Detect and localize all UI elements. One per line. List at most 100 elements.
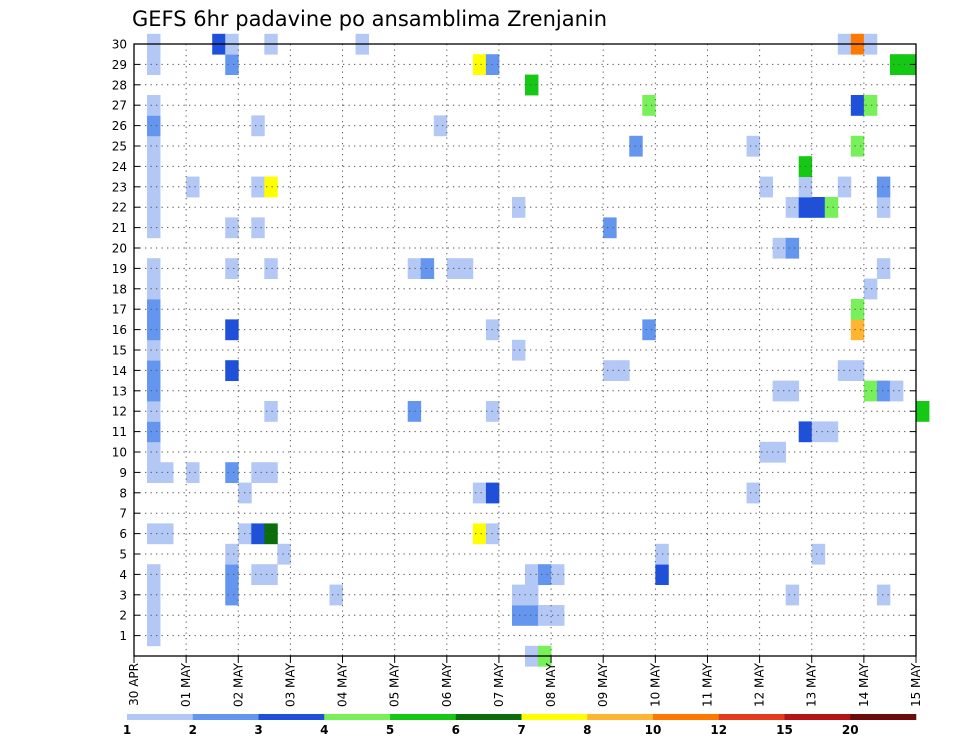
legend-level-label: 8 bbox=[583, 723, 591, 737]
heatmap-cell bbox=[746, 482, 760, 504]
heatmap-cell bbox=[225, 564, 239, 585]
x-tick-label: 06 MAY bbox=[440, 662, 454, 707]
heatmap-cell bbox=[850, 319, 865, 341]
heatmap-cell bbox=[772, 441, 787, 463]
heatmap-cell bbox=[277, 543, 291, 565]
heatmap-cell bbox=[433, 115, 448, 137]
heatmap-cell bbox=[616, 360, 630, 381]
heatmap-cell bbox=[147, 156, 161, 177]
heatmap-cell bbox=[538, 564, 552, 585]
heatmap-cell bbox=[147, 258, 161, 279]
heatmap-cell bbox=[759, 176, 774, 198]
heatmap-cell bbox=[251, 115, 265, 137]
x-tick-label: 10 MAY bbox=[648, 662, 662, 707]
heatmap-cell bbox=[186, 176, 200, 198]
heatmap-cell bbox=[603, 360, 617, 381]
y-tick-label: 19 bbox=[112, 262, 127, 276]
heatmap-cell bbox=[186, 462, 200, 483]
y-tick-label: 29 bbox=[112, 58, 127, 72]
y-tick-label: 20 bbox=[112, 242, 127, 256]
heatmap-cell bbox=[850, 135, 865, 157]
heatmap-cell bbox=[642, 319, 656, 341]
heatmap-cell bbox=[511, 584, 526, 606]
x-tick-label: 09 MAY bbox=[596, 662, 610, 707]
heatmap-cell bbox=[603, 217, 617, 239]
legend-color-swatch bbox=[718, 714, 785, 720]
legend-color-swatch bbox=[258, 714, 325, 720]
heatmap-cell bbox=[472, 523, 487, 545]
y-tick-label: 6 bbox=[119, 527, 127, 541]
heatmap-cell bbox=[147, 380, 161, 402]
heatmap-cell bbox=[850, 299, 865, 320]
heatmap-cell bbox=[147, 176, 161, 198]
heatmap-cell bbox=[264, 401, 278, 422]
heatmap-cell bbox=[525, 564, 539, 585]
heatmap-cell bbox=[876, 197, 891, 218]
x-tick-label: 12 MAY bbox=[753, 662, 767, 707]
heatmap-cell bbox=[863, 278, 878, 300]
heatmap-cells bbox=[147, 33, 930, 667]
heatmap-cell bbox=[160, 462, 174, 483]
heatmap-cell bbox=[772, 380, 787, 402]
legend-color-swatch bbox=[850, 714, 917, 720]
y-axis-labels: 1234567891011121314151617181920212223242… bbox=[112, 38, 127, 644]
heatmap-cell bbox=[147, 421, 161, 443]
heatmap-cell bbox=[147, 278, 161, 300]
x-tick-label: 14 MAY bbox=[857, 662, 871, 707]
heatmap-cell bbox=[225, 462, 239, 483]
heatmap-cell bbox=[472, 54, 487, 75]
heatmap-cell bbox=[225, 258, 239, 279]
legend-level-label: 3 bbox=[254, 723, 262, 737]
y-tick-label: 2 bbox=[119, 609, 127, 623]
y-tick-label: 1 bbox=[119, 629, 127, 643]
legend-color-swatch bbox=[653, 714, 720, 720]
legend-color-swatch bbox=[455, 714, 522, 720]
y-tick-label: 27 bbox=[112, 99, 127, 113]
heatmap-cell bbox=[863, 95, 878, 116]
heatmap-cell bbox=[525, 584, 539, 606]
heatmap-cell bbox=[850, 360, 865, 381]
heatmap-cell bbox=[811, 543, 826, 565]
heatmap-cell bbox=[264, 564, 278, 585]
heatmap-cell bbox=[225, 543, 239, 565]
legend-level-label: 15 bbox=[776, 723, 793, 737]
y-tick-label: 15 bbox=[112, 344, 127, 358]
y-tick-label: 23 bbox=[112, 180, 127, 194]
heatmap-cell bbox=[511, 339, 526, 361]
legend-color-swatch bbox=[521, 714, 588, 720]
y-tick-label: 22 bbox=[112, 201, 127, 215]
y-tick-label: 5 bbox=[119, 548, 127, 562]
heatmap-cell bbox=[642, 95, 656, 116]
heatmap-cell bbox=[876, 584, 891, 606]
x-axis-labels: 30 APR 01 MAY 02 MAY 03 MAY 04 MAY 05 MAY 06 M… bbox=[127, 662, 923, 707]
y-tick-label: 3 bbox=[119, 588, 127, 602]
heatmap-cell bbox=[147, 564, 161, 585]
heatmap-cell bbox=[251, 523, 265, 545]
y-tick-label: 4 bbox=[119, 568, 127, 582]
heatmap-cell bbox=[811, 421, 826, 443]
heatmap-cell bbox=[147, 319, 161, 341]
y-tick-label: 18 bbox=[112, 282, 127, 296]
legend-color-swatch bbox=[587, 714, 654, 720]
heatmap-cell bbox=[251, 176, 265, 198]
heatmap-cell bbox=[147, 217, 161, 239]
heatmap-cell bbox=[785, 584, 800, 606]
y-tick-label: 28 bbox=[112, 78, 127, 92]
y-tick-label: 26 bbox=[112, 119, 127, 133]
heatmap-cell bbox=[889, 380, 904, 402]
legend-level-label: 7 bbox=[517, 723, 525, 737]
heatmap-cell bbox=[407, 401, 422, 422]
heatmap-cell bbox=[147, 115, 161, 137]
legend-level-label: 12 bbox=[710, 723, 727, 737]
heatmap-cell bbox=[264, 462, 278, 483]
heatmap-cell bbox=[147, 54, 161, 75]
x-tick-label: 02 MAY bbox=[231, 662, 245, 707]
heatmap-cell bbox=[147, 584, 161, 606]
heatmap-cell bbox=[759, 441, 774, 463]
heatmap-cell bbox=[147, 605, 161, 626]
heatmap-cell bbox=[824, 197, 839, 218]
y-tick-label: 13 bbox=[112, 384, 127, 398]
legend-color-swatch bbox=[784, 714, 851, 720]
legend-color-swatch bbox=[390, 714, 457, 720]
legend-level-label: 1 bbox=[123, 723, 131, 737]
